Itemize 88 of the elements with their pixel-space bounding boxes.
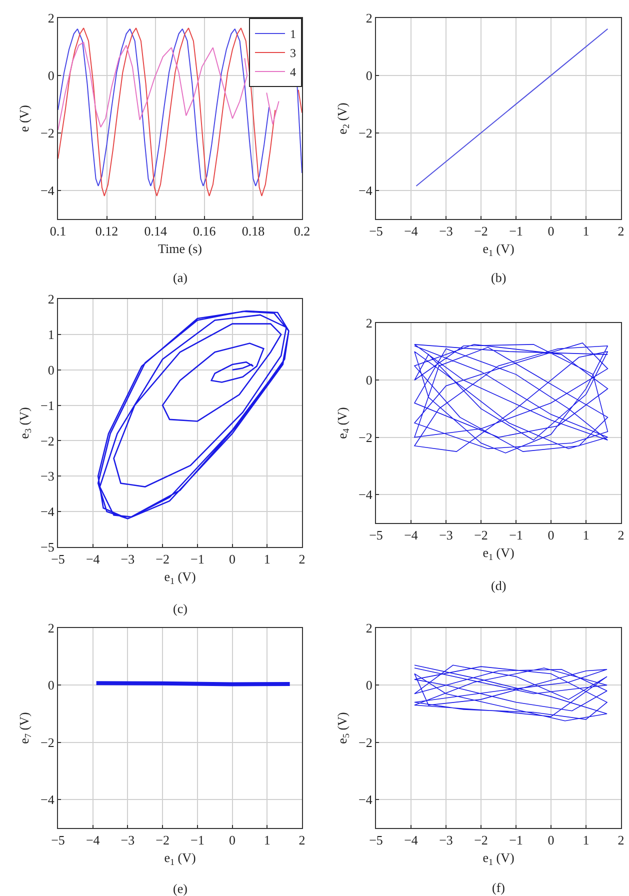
y-tick-label: 0 [48,678,54,693]
text: (b) [491,270,506,285]
x-axis-title: e$_{1}$ (V) [482,850,514,867]
x-tick-label: −1 [509,832,523,848]
text: (c) [173,601,188,616]
x-tick-label: 1 [264,832,270,848]
x-tick-label: 1 [582,832,590,848]
y-tick-label: −2 [40,433,54,448]
x-tick-label: 0 [548,832,554,848]
x-tick-label: −2 [474,528,488,543]
x-tick-label: 0.18 [242,224,265,239]
y-tick-label: 2 [48,620,54,636]
x-tick-label: 0 [548,224,554,239]
x-tick-label: −3 [120,832,135,848]
x-tick-label: 0.14 [144,224,168,239]
x-tick-label: −4 [86,552,100,567]
x-tick-label: −4 [404,528,418,543]
legend-label: 3 [290,46,296,60]
x-tick-label: −3 [439,224,453,239]
x-tick-label: −2 [156,832,170,848]
x-tick-label: 2 [618,832,624,848]
x-tick-label: 2 [618,528,624,543]
x-tick-label: 1 [582,224,590,239]
x-tick-label: 2 [618,224,624,239]
x-tick-label: 1 [264,552,270,567]
y-tick-label: 2 [366,316,372,331]
x-tick-label: 0 [229,552,236,567]
x-tick-label: −1 [190,552,204,567]
x-tick-label: −1 [190,832,204,848]
x-tick-label: −2 [474,832,488,848]
x-tick-label: −3 [439,528,453,543]
x-axis-title: e$_{1}$ (V) [482,241,514,258]
y-tick-label: −5 [40,540,54,555]
y-tick-label: −2 [358,125,372,140]
x-axis-title: Time (s) [158,241,202,256]
y-tick-label: −1 [40,398,54,413]
x-axis-title: e$_{1}$ (V) [164,569,196,586]
x-tick-label: 1 [582,528,590,543]
y-tick-label: −2 [358,734,372,750]
x-axis-title: e$_{1}$ (V) [482,545,514,562]
x-tick-label: 0.16 [193,224,216,239]
x-tick-label: −2 [474,224,488,239]
line-series [97,310,290,520]
x-tick-label: −3 [439,832,453,848]
x-tick-label: −4 [404,224,418,239]
y-tick-label: −4 [40,504,55,520]
y-tick-label: 0 [48,362,54,378]
legend-label: 1 [290,27,296,42]
x-tick-label: −4 [404,832,418,848]
y-tick-label: −4 [358,182,373,198]
x-tick-label: 0 [229,832,236,848]
y-tick-label: −4 [40,792,55,807]
y-tick-label: −2 [40,125,54,140]
y-tick-label: −2 [40,734,54,750]
x-tick-label: 0.2 [294,224,310,239]
y-tick-label: 2 [366,10,372,26]
x-tick-label: 0.1 [50,224,66,239]
x-tick-label: −1 [509,528,523,543]
line-series [414,342,608,454]
legend-label: 4 [290,65,296,80]
x-tick-label: −2 [156,552,170,567]
x-tick-label: −4 [86,832,100,848]
text: (d) [491,578,506,593]
line-series [414,664,608,722]
y-tick-label: 0 [366,678,372,693]
y-tick-label: 0 [366,372,372,388]
y-tick-label: −4 [40,182,55,198]
y-tick-label: 1 [48,326,54,342]
x-axis-title: e$_{1}$ (V) [164,850,196,867]
y-tick-label: 2 [366,620,372,636]
text: (a) [173,270,188,285]
y-tick-label: 2 [48,292,54,307]
x-tick-label: 2 [298,832,306,848]
y-tick-label: 0 [366,68,372,83]
y-tick-label: 0 [48,68,54,83]
y-tick-label: 2 [48,10,54,26]
y-tick-label: −4 [358,792,373,807]
y-tick-label: −3 [40,468,54,484]
x-tick-label: 0 [548,528,554,543]
y-tick-label: −2 [358,430,372,445]
text: (e) [173,881,188,896]
x-tick-label: −1 [509,224,523,239]
y-tick-label: −4 [358,486,373,502]
x-tick-label: 0.12 [95,224,118,239]
y-axis-title: e (V) [16,104,32,132]
x-tick-label: 2 [298,552,306,567]
x-tick-label: −3 [120,552,135,567]
text: (f) [492,880,505,895]
